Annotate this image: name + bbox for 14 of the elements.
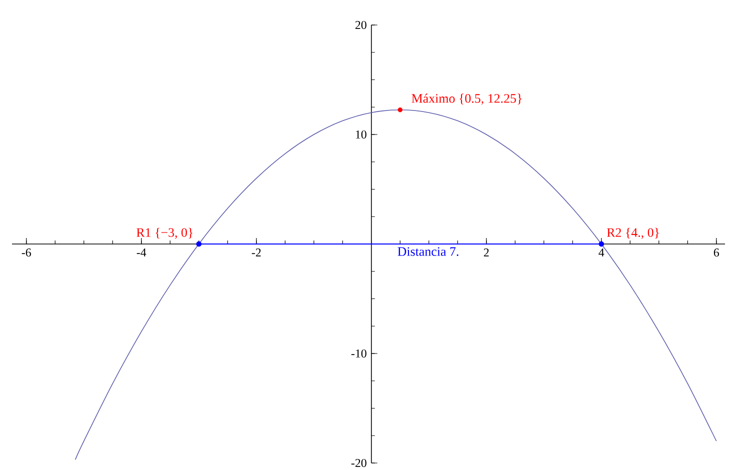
x-tick-label: 2 bbox=[484, 248, 489, 256]
x-tick-label: 4 bbox=[598, 248, 604, 256]
x-tick-label: -6 bbox=[22, 248, 31, 257]
annotation: Distancia 7. bbox=[398, 247, 458, 256]
y-tick-label: -20 bbox=[351, 458, 366, 468]
annotation: R2 {4., 0} bbox=[606, 228, 659, 239]
x-tick-label: -4 bbox=[136, 248, 146, 256]
y-tick-label: 10 bbox=[356, 130, 366, 139]
x-tick-label: 6 bbox=[714, 248, 720, 257]
annotation: Máximo {0.5, 12.25} bbox=[412, 94, 522, 105]
y-tick-label: -10 bbox=[351, 349, 366, 358]
y-tick-label: 20 bbox=[355, 20, 366, 30]
annotation: R1 {−3, 0} bbox=[136, 228, 193, 239]
x-tick-label: -2 bbox=[252, 248, 261, 256]
